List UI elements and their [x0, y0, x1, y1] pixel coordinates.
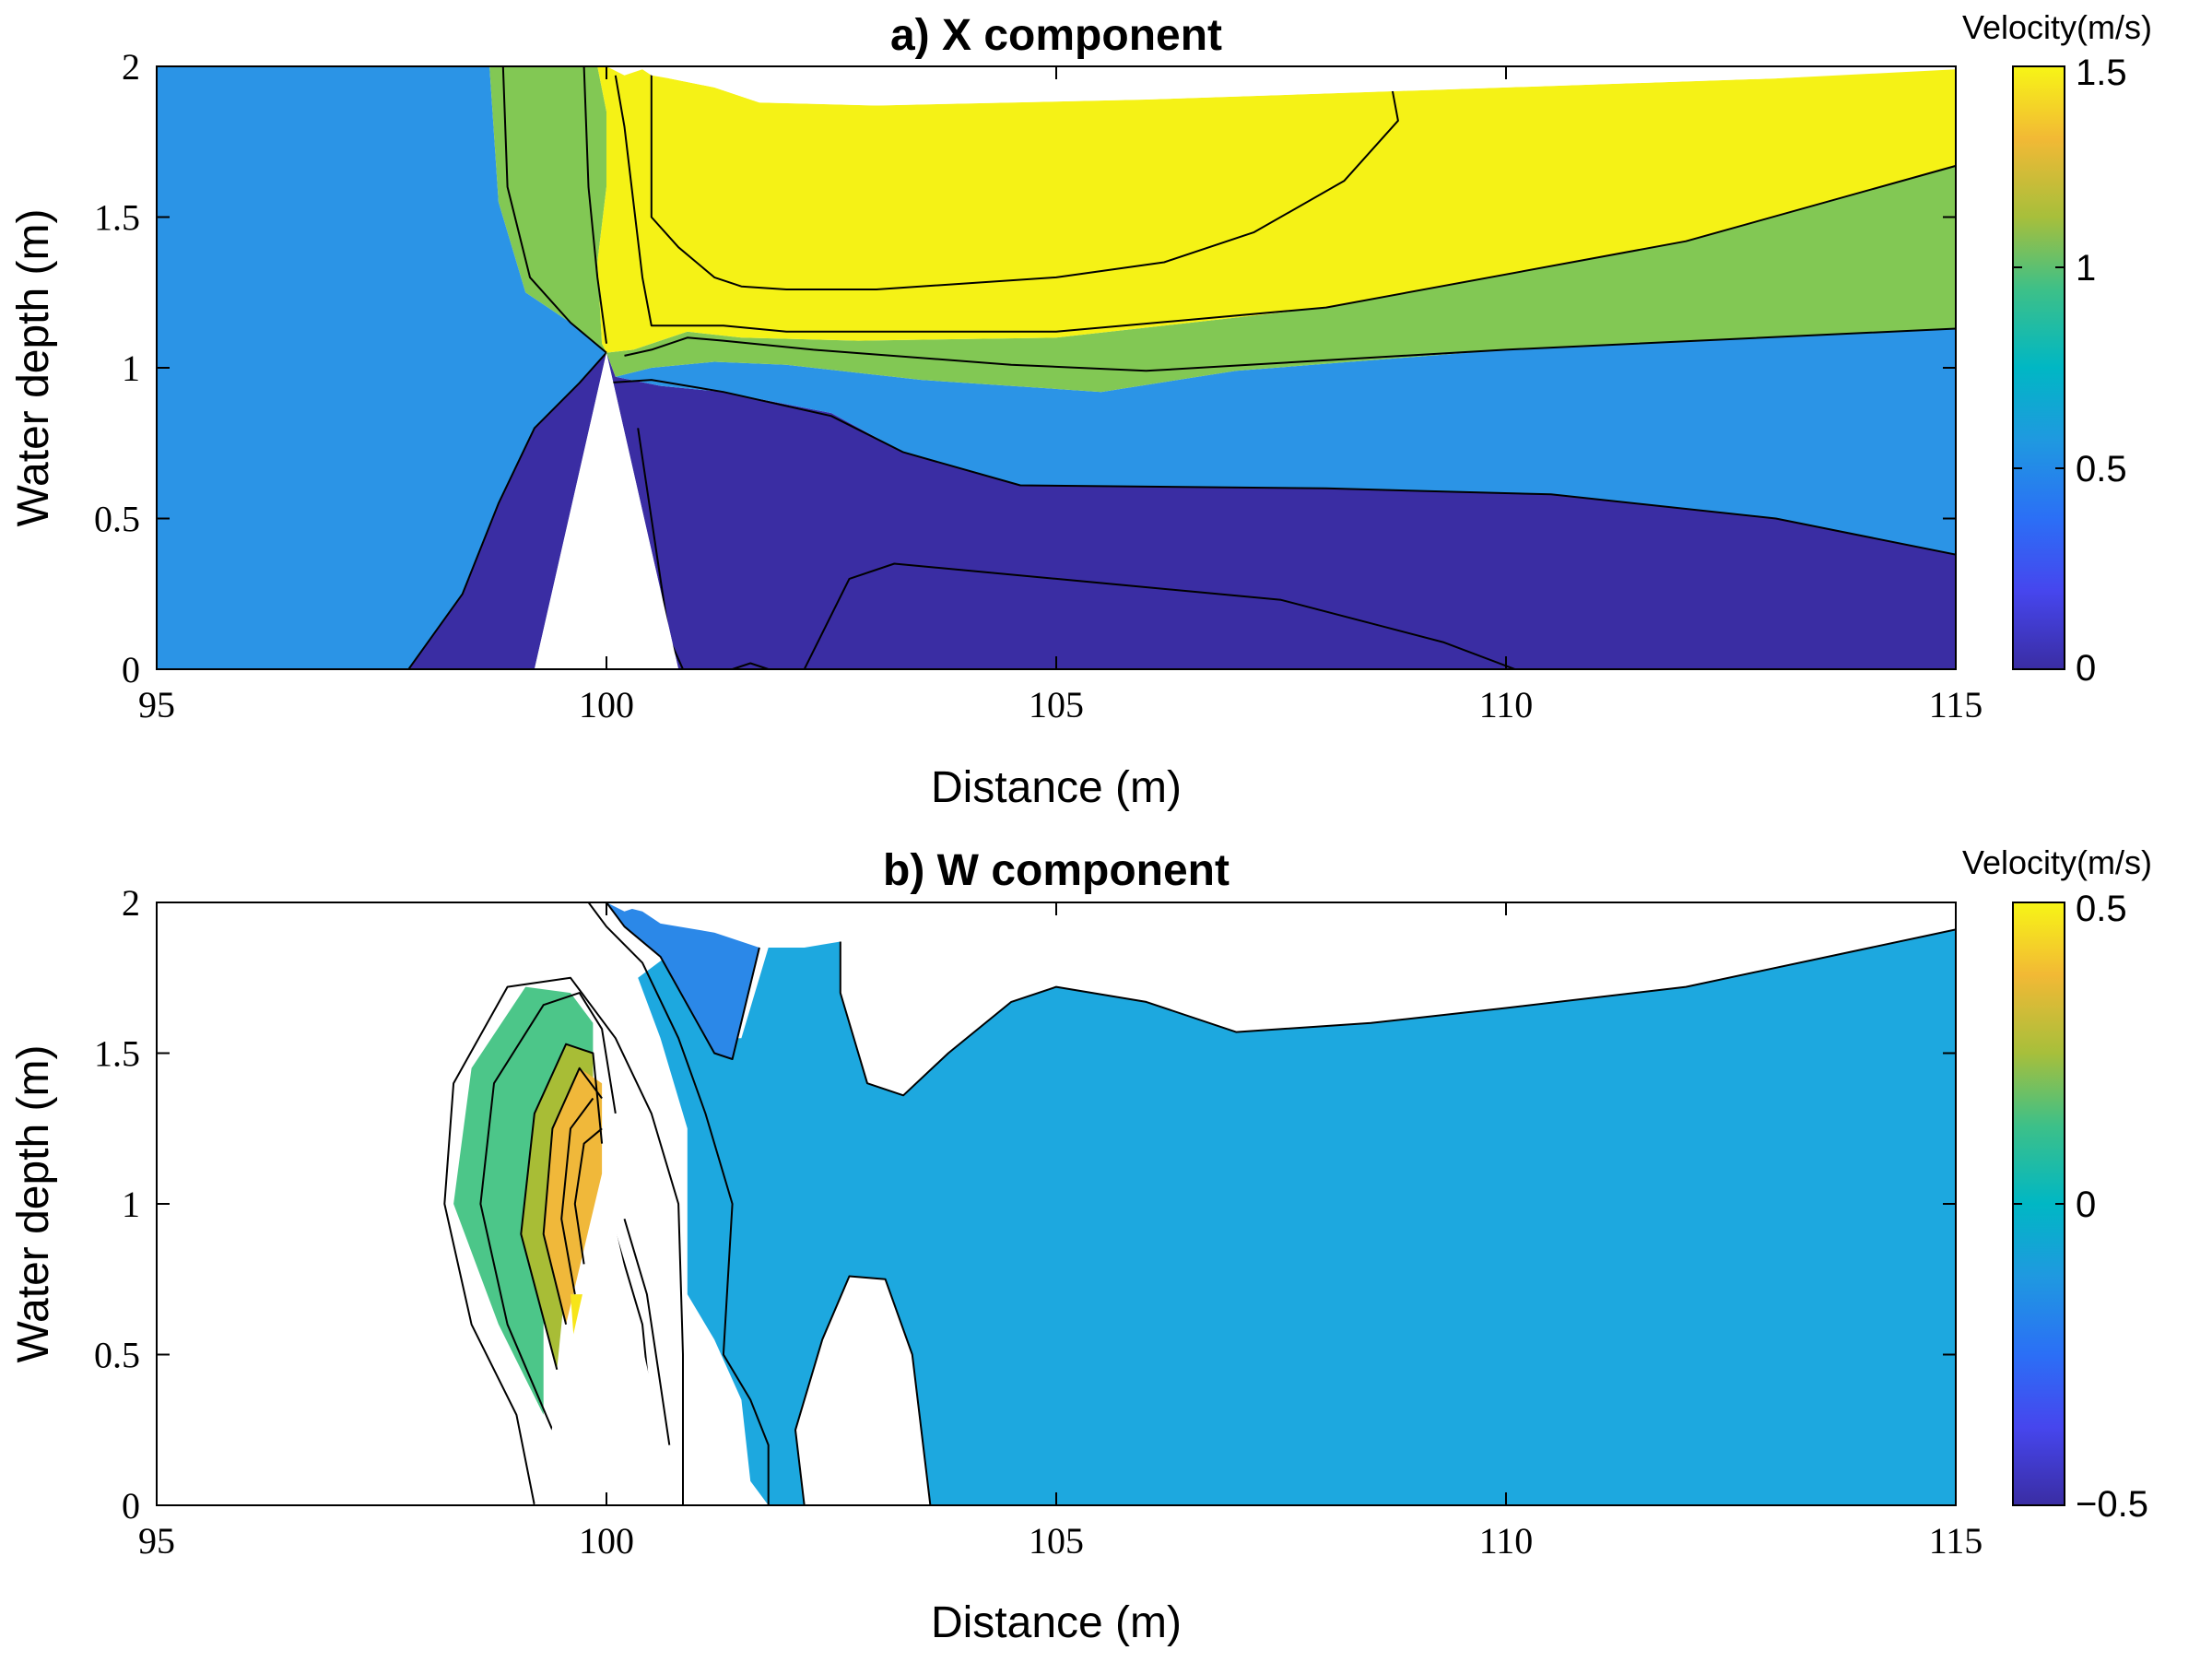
- contour-region: [408, 352, 1956, 669]
- contour-fills: [453, 902, 1956, 1505]
- contour-region: [157, 66, 606, 669]
- colorbar: −0.5 0 0.5 Velocity(m/s): [1962, 843, 2152, 1525]
- y-tick-label: 2: [122, 882, 140, 924]
- chart-title: a) X component: [890, 11, 1222, 60]
- y-tick-label: 2: [122, 46, 140, 88]
- x-tick-label: 95: [138, 1520, 175, 1562]
- colorbar-ticks: 0 0.5 1 1.5: [2013, 53, 2127, 689]
- y-axis-ticks: 0 0.5 1 1.5 2: [94, 882, 1956, 1526]
- free-surface-mask: [606, 66, 1956, 106]
- contour-line: [587, 902, 770, 1505]
- contour-line: [573, 1127, 603, 1265]
- chart-title: b) W component: [883, 846, 1230, 895]
- x-tick-label: 100: [579, 1520, 634, 1562]
- x-tick-label: 105: [1029, 1520, 1084, 1562]
- y-tick-label: 1: [122, 348, 140, 389]
- obstacle: [534, 352, 679, 669]
- contour-region: [606, 165, 1956, 393]
- colorbar: 0 0.5 1 1.5 Velocity(m/s): [1962, 8, 2152, 689]
- contour-line: [501, 66, 607, 354]
- contour-region: [638, 929, 1956, 1505]
- contour-line: [623, 1219, 671, 1445]
- contour-line: [560, 1097, 594, 1295]
- colorbar-tick-label: 1: [2076, 248, 2096, 289]
- contour-line: [606, 902, 760, 1060]
- x-tick-label: 115: [1929, 684, 1983, 725]
- x-tick-label: 105: [1029, 684, 1084, 725]
- x-tick-label: 115: [1929, 1520, 1983, 1562]
- contour-lines: [407, 66, 1956, 669]
- contour-line: [479, 992, 617, 1431]
- colorbar-title: Velocity(m/s): [1962, 843, 2152, 881]
- contour-line: [637, 428, 684, 669]
- x-tick-label: 95: [138, 684, 175, 725]
- x-axis-label: Distance (m): [931, 763, 1182, 812]
- x-axis-label: Distance (m): [931, 1598, 1182, 1647]
- y-tick-label: 1.5: [94, 1033, 140, 1075]
- contour-line: [624, 327, 1956, 372]
- x-axis-ticks: 95 100 105 110 115: [138, 66, 1983, 725]
- colorbar-ticks: −0.5 0 0.5: [2013, 889, 2148, 1525]
- colorbar-title: Velocity(m/s): [1962, 8, 2152, 46]
- contour-line: [542, 1067, 603, 1326]
- contour-line: [582, 66, 607, 344]
- colorbar-gradient: [2012, 65, 2065, 670]
- contour-line: [803, 562, 1516, 669]
- contour-region: [615, 328, 1956, 555]
- obstacle: [534, 1188, 679, 1505]
- contour-line: [650, 69, 1399, 290]
- contour-region: [489, 66, 606, 353]
- contour-line: [520, 1043, 604, 1371]
- colorbar-tick-label: −0.5: [2076, 1484, 2148, 1525]
- contour-line: [732, 662, 770, 669]
- contour-line: [839, 928, 1956, 1097]
- y-axis-ticks: 0 0.5 1 1.5 2: [94, 46, 1956, 690]
- free-surface-mask: [606, 902, 1956, 942]
- contour-line: [794, 1275, 932, 1505]
- y-tick-label: 0: [122, 649, 140, 690]
- contour-line: [443, 976, 684, 1505]
- colorbar-tick-label: 0: [2076, 1185, 2096, 1225]
- colorbar-tick-label: 0: [2076, 648, 2096, 689]
- y-tick-label: 0.5: [94, 499, 140, 540]
- x-tick-label: 100: [579, 684, 634, 725]
- colorbar-tick-label: 0.5: [2076, 449, 2127, 489]
- colorbar-tick-label: 0.5: [2076, 889, 2127, 929]
- x-tick-label: 110: [1479, 684, 1534, 725]
- w-component-panel: b) W component 95 100 105 110 115 00.511.52 …: [9, 843, 2152, 1647]
- x-tick-label: 110: [1479, 1520, 1534, 1562]
- contour-line: [614, 75, 1956, 333]
- colorbar-tick-label: 1.5: [2076, 53, 2127, 93]
- y-tick-label: 0: [122, 1485, 140, 1526]
- y-axis-label: Water depth (m): [9, 1045, 58, 1363]
- contour-fills: [157, 66, 1956, 669]
- contour-line: [407, 351, 607, 669]
- y-tick-label: 1: [122, 1184, 140, 1225]
- x-axis-ticks: 95 100 105 110 115: [138, 902, 1983, 1562]
- y-tick-label: 1.5: [94, 197, 140, 239]
- contour-region: [597, 66, 1956, 353]
- contour-region: [606, 902, 759, 1059]
- y-axis-label: Water depth (m): [9, 209, 58, 527]
- x-component-panel: a) X component 95 100 105 110 115 00.511.52 …: [9, 8, 2152, 812]
- contour-region: [543, 1067, 603, 1325]
- contour-line: [606, 379, 1956, 556]
- y-tick-label: 0.5: [94, 1335, 140, 1376]
